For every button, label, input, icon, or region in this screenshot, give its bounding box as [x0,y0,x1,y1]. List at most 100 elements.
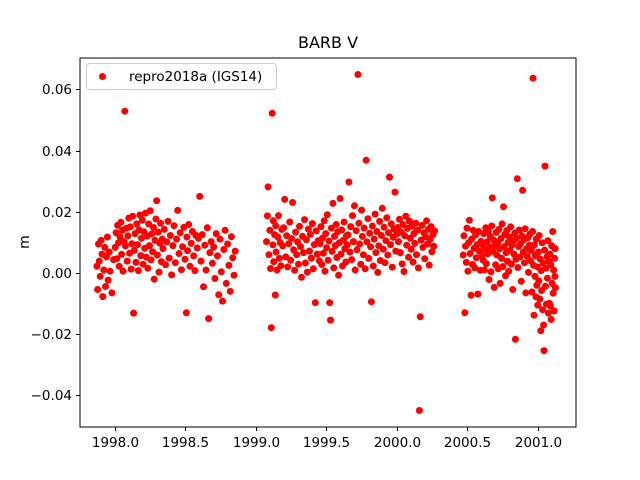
scatter-point [344,231,352,239]
scatter-point [544,309,552,317]
scatter-point [459,251,467,259]
scatter-point [216,235,224,243]
scatter-point [465,216,473,224]
scatter-point [421,255,429,263]
scatter-point [363,238,371,246]
scatter-point [153,197,161,205]
scatter-point [414,264,422,272]
scatter-point [208,259,216,267]
scatter-point [461,309,469,317]
scatter-point [137,252,145,260]
scatter-point [305,247,313,255]
scatter-point [534,248,542,256]
scatter-point [108,289,116,297]
chart-title: BARB V [297,33,359,52]
scatter-point [522,289,530,297]
scatter-point [306,230,314,238]
scatter-point [378,204,386,212]
scatter-point [266,226,274,234]
scatter-point [324,256,332,264]
scatter-point [398,260,406,268]
scatter-point [464,267,472,275]
scatter-point [127,265,135,273]
scatter-point [505,267,513,275]
scatter-point [147,256,155,264]
scatter-point [425,261,433,269]
scatter-point [507,260,515,268]
scatter-point [202,266,210,274]
scatter-point [133,220,141,228]
scatter-point [222,279,230,287]
scatter-point [282,253,290,261]
scatter-point [139,260,147,268]
scatter-point [396,249,404,257]
scatter-point [387,220,395,228]
scatter-point [360,224,368,232]
scatter-point [480,266,488,274]
scatter-point [326,299,334,307]
scatter-point [154,228,162,236]
scatter-point [214,252,221,260]
scatter-point [388,263,396,271]
scatter-point [150,275,158,283]
x-tick-label: 2000.5 [444,435,491,451]
scatter-point [284,263,292,271]
scatter-point [379,245,387,253]
scatter-point [311,299,319,307]
scatter-point [163,238,171,246]
scatter-point [338,226,346,234]
scatter-point [345,178,353,186]
scatter-point [487,268,495,276]
scatter-point [507,223,515,231]
scatter-point [483,238,491,246]
scatter-point [405,217,413,225]
scatter-point [313,250,321,258]
scatter-point [370,235,378,243]
scatter-point [531,272,539,280]
scatter-point [185,221,193,228]
scatter-point [100,266,108,274]
scatter-point [412,219,420,227]
scatter-point [386,173,393,181]
scatter-point [471,264,479,272]
scatter-point [396,215,403,223]
scatter-point [330,264,338,272]
scatter-point [374,268,382,276]
scatter-point [322,230,330,238]
scatter-point [211,275,219,282]
scatter-point [530,241,538,249]
scatter-point [462,258,470,266]
scatter-point [371,210,379,218]
scatter-point [415,407,423,414]
scatter-point [115,239,122,247]
scatter-point [165,254,173,262]
scatter-point [409,258,417,266]
scatter-point [122,242,129,250]
scatter-point [159,245,167,253]
scatter-point [231,247,239,255]
scatter-point [538,239,546,247]
scatter-point [220,246,228,253]
scatter-point [542,282,549,290]
scatter-point [549,289,557,297]
scatter-point [550,307,558,315]
x-tick-label: 1999.0 [233,435,280,451]
scatter-point [217,268,225,276]
scatter-point [168,271,176,279]
scatter-point [275,212,282,220]
scatter-series [93,71,559,414]
scatter-point [130,246,138,254]
scatter-point [430,242,438,250]
scatter-point [146,207,154,215]
scatter-point [463,224,471,232]
scatter-point [146,242,153,250]
scatter-point [117,218,125,226]
scatter-point [383,214,391,222]
scatter-point [423,217,431,225]
x-tick-label: 1998.0 [92,435,139,451]
scatter-point [268,109,276,117]
scatter-point [293,251,301,259]
scatter-point [173,235,181,243]
scatter-point [498,220,506,228]
scatter-point [329,199,337,207]
